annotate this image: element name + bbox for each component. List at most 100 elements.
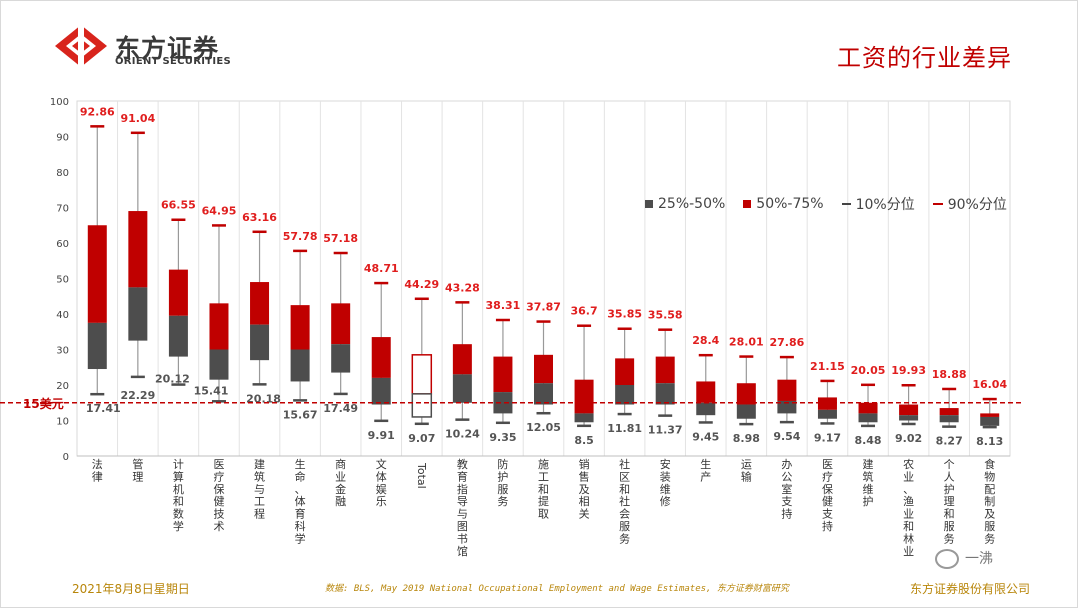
legend-swatch-red-box — [743, 200, 752, 208]
y-tick-label: 60 — [56, 239, 69, 250]
p90-value-label: 63.16 — [242, 211, 277, 224]
p90-value-label: 35.85 — [607, 308, 642, 321]
box-upper-50-75 — [331, 303, 351, 345]
box-upper-50-75 — [655, 356, 675, 384]
x-category-label: Total — [415, 462, 428, 489]
legend-swatch-dash — [932, 203, 943, 205]
p90-value-label: 38.31 — [486, 299, 521, 312]
p10-value-label: 9.07 — [408, 432, 435, 445]
p10-value-label: 11.81 — [607, 422, 642, 435]
y-tick-label: 80 — [56, 168, 69, 179]
p10-value-label: 9.91 — [368, 429, 395, 442]
box-lower-25-50 — [168, 315, 188, 357]
box-upper-50-75 — [493, 356, 513, 393]
box-upper-50-75 — [452, 344, 472, 375]
p10-value-label: 8.13 — [976, 435, 1003, 448]
box-upper-50-75 — [87, 225, 107, 323]
box-lower-25-50 — [209, 349, 229, 380]
x-category-label: 食物配制及服务 — [984, 457, 995, 545]
box-upper-50-75 — [574, 379, 594, 414]
p10-value-label: 15.67 — [283, 408, 318, 421]
box-upper-50-75 — [817, 397, 837, 410]
p90-value-label: 66.55 — [161, 199, 196, 212]
x-category-label: 运输 — [741, 458, 752, 483]
box-upper-50-75 — [128, 211, 148, 288]
logo-english-name: ORIENT SECURITIES — [115, 56, 232, 67]
y-tick-label: 100 — [50, 97, 69, 108]
box-upper-50-75 — [696, 381, 716, 403]
legend-item-p90: 90%分位 — [932, 194, 1007, 214]
legend-item-p10: 10%分位 — [841, 194, 915, 214]
box-lower-25-50 — [939, 415, 959, 423]
y-tick-label: 50 — [56, 275, 69, 286]
reference-line-label: 15美元 — [23, 396, 64, 411]
x-category-label: 办公室支持 — [781, 458, 792, 521]
x-category-label: 医疗保健技术 — [213, 458, 224, 533]
x-category-label: 教育指导与图书馆 — [457, 458, 468, 558]
box-lower-25-50 — [574, 413, 594, 423]
p90-value-label: 28.01 — [729, 336, 764, 349]
p90-value-label: 48.71 — [364, 262, 399, 275]
y-tick-label: 40 — [56, 310, 69, 321]
box-lower-25-50-total — [411, 393, 433, 418]
x-category-label: 建筑维护 — [863, 457, 874, 508]
box-lower-25-50 — [371, 377, 391, 405]
x-category-label: 管理 — [132, 457, 143, 483]
box-lower-25-50 — [858, 413, 878, 423]
p90-value-label: 91.04 — [120, 112, 155, 125]
p10-value-label: 8.5 — [574, 434, 594, 447]
y-tick-label: 20 — [56, 381, 69, 392]
box-upper-50-75 — [980, 413, 1000, 417]
box-upper-50-75 — [899, 404, 919, 416]
box-upper-50-75 — [534, 354, 553, 384]
x-category-label: 医疗保健支持 — [822, 458, 833, 533]
p10-value-label: 9.35 — [489, 431, 516, 444]
legend-label: 50%-75% — [756, 196, 824, 212]
p10-value-label: 11.37 — [648, 424, 683, 437]
watermark-text: 一沸 — [965, 551, 993, 567]
box-upper-50-75 — [939, 408, 959, 416]
y-tick-label: 10 — [56, 417, 69, 428]
legend-swatch-dark-box — [645, 200, 653, 208]
legend-label: 90%分位 — [947, 197, 1007, 213]
box-lower-25-50 — [493, 392, 513, 414]
box-lower-25-50 — [615, 385, 635, 405]
wechat-icon — [935, 549, 959, 569]
x-category-label: 社区和社会服务 — [619, 457, 630, 545]
p90-value-label: 16.04 — [972, 378, 1007, 391]
box-upper-50-75-total — [411, 354, 433, 395]
x-category-label: 安装维修 — [660, 457, 671, 508]
p10-value-label: 17.41 — [86, 402, 121, 415]
p90-value-label: 28.4 — [692, 334, 719, 347]
box-upper-50-75 — [777, 379, 797, 401]
legend-item-p50-p75: 50%-75% — [743, 196, 824, 212]
p90-value-label: 92.86 — [80, 105, 115, 118]
legend-item-p25-p50: 25%-50% — [645, 196, 725, 212]
legend-label: 25%-50% — [658, 196, 726, 212]
box-lower-25-50 — [655, 383, 675, 405]
box-upper-50-75 — [858, 402, 878, 414]
x-category-label: 生产 — [700, 457, 711, 483]
p90-value-label: 64.95 — [202, 204, 237, 217]
p90-value-label: 57.78 — [283, 230, 318, 243]
x-category-label: 商业金融 — [335, 457, 346, 508]
p10-value-label: 8.27 — [936, 435, 963, 448]
y-tick-label: 30 — [56, 346, 69, 357]
p10-value-label: 9.45 — [692, 430, 719, 443]
p90-value-label: 20.05 — [851, 364, 886, 377]
p10-value-label: 8.98 — [733, 432, 760, 445]
legend-label: 10%分位 — [855, 197, 915, 213]
p10-value-label: 22.29 — [120, 389, 155, 402]
box-lower-25-50 — [128, 287, 148, 341]
p10-value-label: 9.17 — [814, 431, 841, 444]
box-upper-50-75 — [290, 305, 310, 350]
box-upper-50-75 — [168, 269, 188, 316]
p90-value-label: 44.29 — [404, 278, 439, 291]
box-lower-25-50 — [452, 374, 472, 403]
p90-value-label: 19.93 — [891, 364, 926, 377]
box-lower-25-50 — [736, 404, 756, 419]
box-lower-25-50 — [290, 349, 310, 382]
box-lower-25-50 — [331, 344, 351, 373]
